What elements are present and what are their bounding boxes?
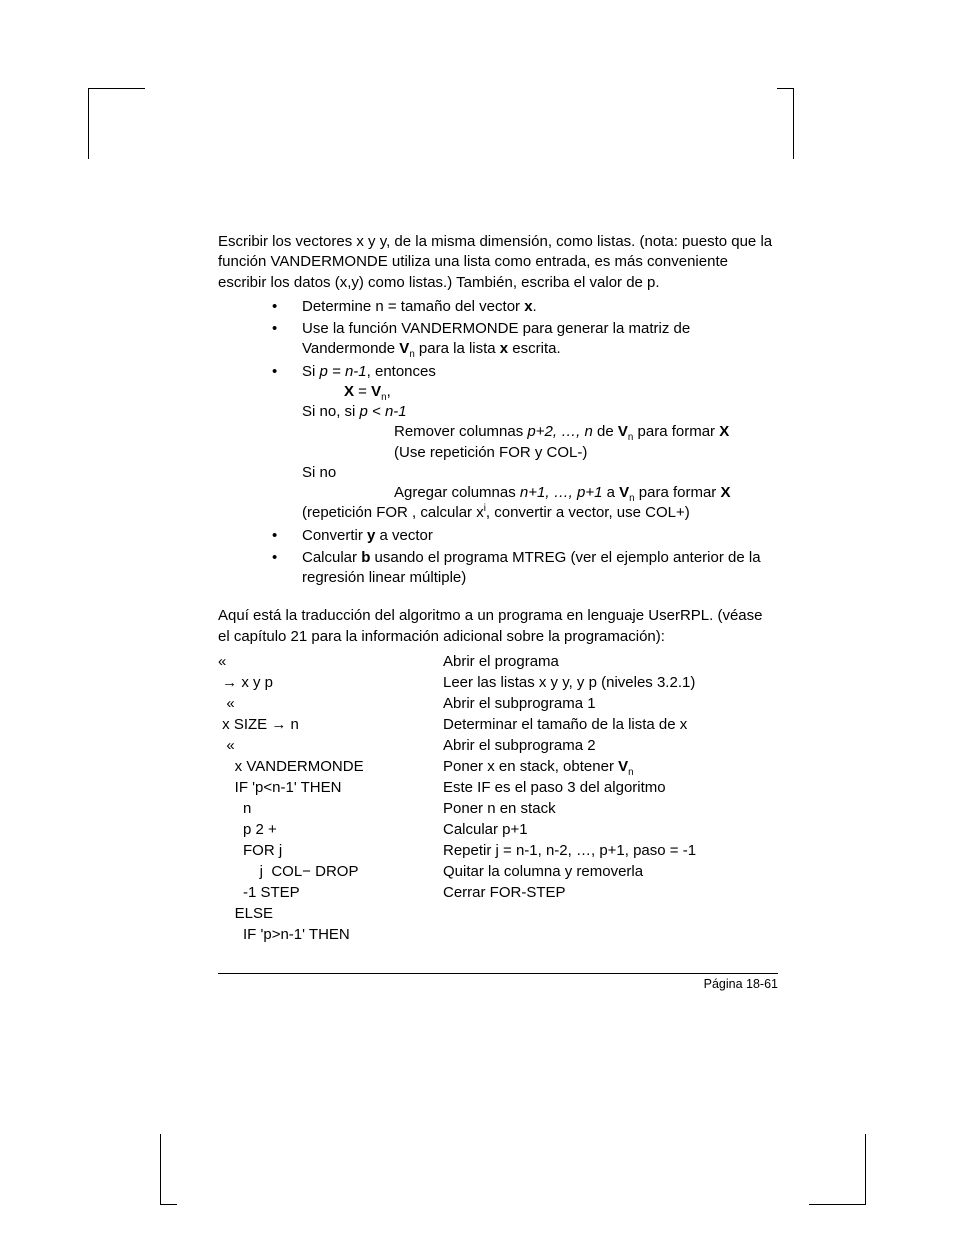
code-left: x VANDERMONDE (218, 756, 443, 777)
text: Determine n = tamaño del vector (302, 298, 524, 315)
code-row: «Abrir el subprograma 1 (218, 693, 778, 714)
code-row: x VANDERMONDEPoner x en stack, obtener V… (218, 756, 778, 777)
code-right (443, 924, 778, 945)
code-right: Abrir el subprograma 1 (443, 693, 778, 714)
rep-note: (repetición FOR , calcular xi, convertir… (302, 503, 778, 523)
text: Calcular (302, 549, 361, 566)
code-left: ELSE (218, 903, 443, 924)
code-right: Poner n en stack (443, 798, 778, 819)
bullet-2: Use la función VANDERMONDE para generar … (260, 319, 778, 360)
code-left: p 2 + (218, 819, 443, 840)
text: (repetición FOR , calcular x (302, 504, 484, 521)
code-right: Abrir el programa (443, 651, 778, 672)
text: Remover columnas (394, 423, 527, 440)
code-left: x SIZE → n (218, 714, 443, 735)
eq-line: X = Vn, (344, 382, 778, 402)
text: . (533, 298, 537, 315)
text: para la lista (415, 340, 500, 357)
text: a vector (375, 527, 433, 544)
code-row: → x y pLeer las listas x y y, y p (nivel… (218, 672, 778, 693)
code-left: IF 'p>n-1' THEN (218, 924, 443, 945)
text: , convertir a vector, use COL+) (486, 504, 690, 521)
algorithm-bullets: Determine n = tamaño del vector x. Use l… (260, 297, 778, 589)
text: de (593, 423, 618, 440)
code-left: « (218, 651, 443, 672)
code-row: «Abrir el programa (218, 651, 778, 672)
range: p+2, …, n (527, 423, 592, 440)
code-right: Repetir j = n-1, n-2, …, p+1, paso = -1 (443, 840, 778, 861)
text: , entonces (367, 363, 436, 380)
code-right: Calcular p+1 (443, 819, 778, 840)
var-V: V (619, 484, 629, 501)
code-left: -1 STEP (218, 882, 443, 903)
crop-mark-bottom-right (809, 1134, 866, 1205)
code-left: « (218, 735, 443, 756)
else-line: Si no (302, 463, 778, 483)
code-right: Determinar el tamaño de la lista de x (443, 714, 778, 735)
var-V: V (399, 340, 409, 357)
code-right: Leer las listas x y y, y p (niveles 3.2.… (443, 672, 778, 693)
text: Si no, si (302, 403, 360, 420)
var-b: b (361, 549, 370, 566)
code-right: Poner x en stack, obtener Vn (443, 756, 778, 777)
add-cols: Agregar columnas n+1, …, p+1 a Vn para f… (394, 483, 778, 503)
code-left: n (218, 798, 443, 819)
code-row: p 2 +Calcular p+1 (218, 819, 778, 840)
crop-mark-top-left (88, 88, 145, 159)
text: Convertir (302, 527, 367, 544)
range: n+1, …, p+1 (520, 484, 603, 501)
code-right: Quitar la columna y removerla (443, 861, 778, 882)
code-row: j COL− DROPQuitar la columna y removerla (218, 861, 778, 882)
code-row: x SIZE → nDeterminar el tamaño de la lis… (218, 714, 778, 735)
code-row: IF 'p<n-1' THENEste IF es el paso 3 del … (218, 777, 778, 798)
code-right: Abrir el subprograma 2 (443, 735, 778, 756)
code-right: Este IF es el paso 3 del algoritmo (443, 777, 778, 798)
var-V: V (371, 383, 381, 400)
var-V: V (618, 423, 628, 440)
var-x: x (500, 340, 508, 357)
cond: p = n-1 (320, 363, 367, 380)
comma: , (387, 383, 391, 400)
remove-cols: Remover columnas p+2, …, n de Vn para fo… (394, 422, 778, 442)
code-right (443, 903, 778, 924)
code-left: → x y p (218, 672, 443, 693)
else-if-line: Si no, si p < n-1 (302, 402, 778, 422)
text: usando el programa MTREG (ver el ejemplo… (302, 549, 761, 586)
var-X: X (344, 383, 354, 400)
page-content: Escribir los vectores x y y, de la misma… (218, 232, 778, 991)
code-row: IF 'p>n-1' THEN (218, 924, 778, 945)
page-number: Página 18-61 (218, 974, 778, 991)
bullet-3: Si p = n-1, entonces X = Vn, Si no, si p… (260, 362, 778, 524)
cond2: p < n-1 (360, 403, 407, 420)
code-listing: «Abrir el programa → x y pLeer las lista… (218, 651, 778, 945)
mid-paragraph: Aquí está la traducción del algoritmo a … (218, 606, 778, 647)
code-row: -1 STEPCerrar FOR-STEP (218, 882, 778, 903)
var-X: X (719, 423, 729, 440)
var-x: x (524, 298, 532, 315)
intro-paragraph: Escribir los vectores x y y, de la misma… (218, 232, 778, 293)
code-left: FOR j (218, 840, 443, 861)
code-row: «Abrir el subprograma 2 (218, 735, 778, 756)
text: para formar (633, 423, 719, 440)
bullet-4: Convertir y a vector (260, 526, 778, 546)
code-row: ELSE (218, 903, 778, 924)
crop-mark-top-right (777, 88, 794, 159)
text: Agregar columnas (394, 484, 520, 501)
bullet-5: Calcular b usando el programa MTREG (ver… (260, 548, 778, 589)
code-right: Cerrar FOR-STEP (443, 882, 778, 903)
text: para formar (635, 484, 721, 501)
code-row: FOR jRepetir j = n-1, n-2, …, p+1, paso … (218, 840, 778, 861)
code-left: « (218, 693, 443, 714)
text: escrita. (508, 340, 561, 357)
crop-mark-bottom-left (160, 1134, 177, 1205)
remove-note: (Use repetición FOR y COL-) (394, 443, 778, 463)
var-X: X (720, 484, 730, 501)
code-left: IF 'p<n-1' THEN (218, 777, 443, 798)
text: a (602, 484, 619, 501)
code-left: j COL− DROP (218, 861, 443, 882)
bullet-1: Determine n = tamaño del vector x. (260, 297, 778, 317)
code-row: nPoner n en stack (218, 798, 778, 819)
eq: = (354, 383, 371, 400)
text: Si (302, 363, 320, 380)
